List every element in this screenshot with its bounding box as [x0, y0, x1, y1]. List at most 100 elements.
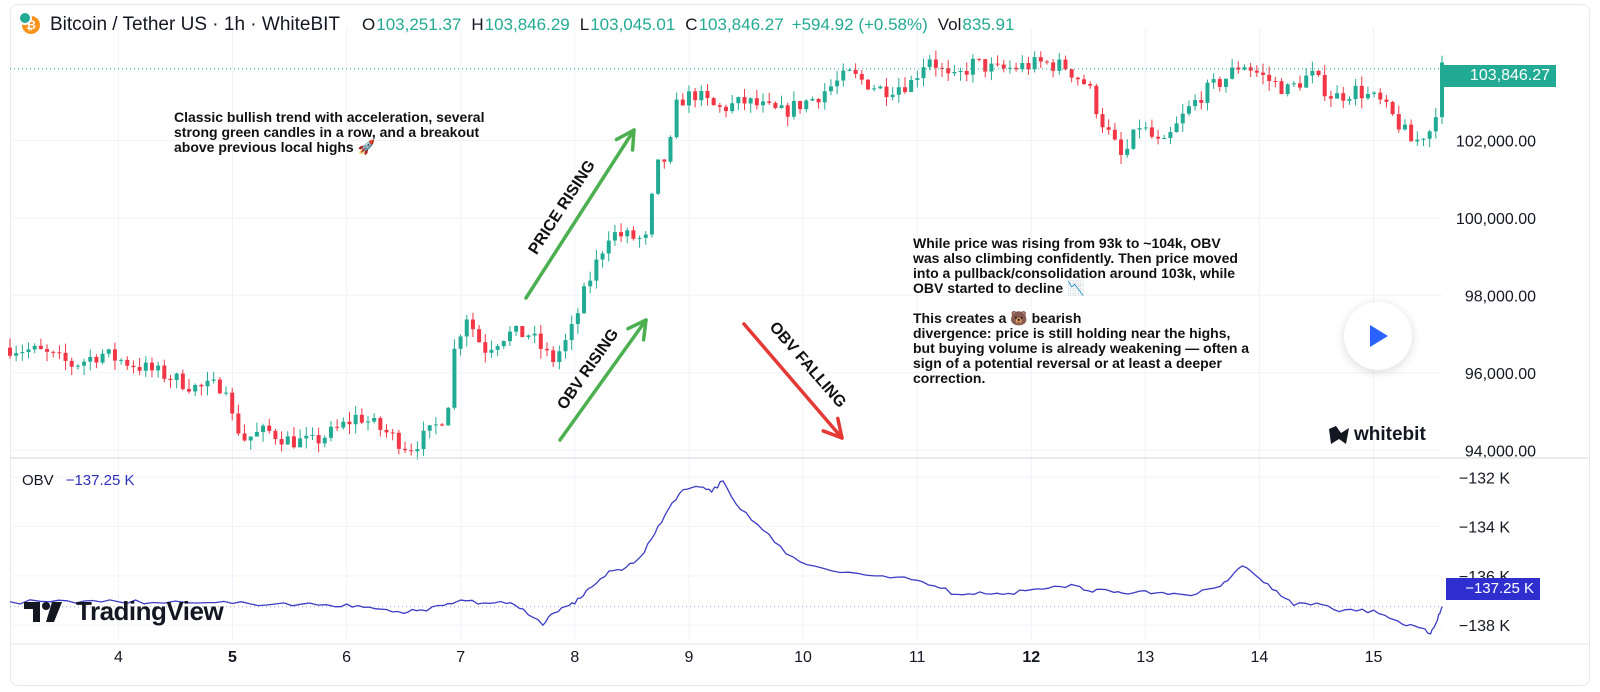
divergence-annotation: While price was rising from 93k to ~104k… — [913, 236, 1249, 386]
candle-body — [520, 326, 525, 338]
candle-body — [137, 367, 142, 371]
candle-body — [612, 232, 617, 241]
candle-body — [1267, 74, 1272, 82]
candle-body — [1335, 93, 1340, 99]
candle-body — [1254, 70, 1259, 73]
bullish-line: strong green candles in a row, and a bre… — [174, 124, 480, 140]
symbol-title[interactable]: Bitcoin / Tether US · 1h · WhiteBIT — [50, 14, 341, 35]
candle-body — [217, 379, 222, 394]
candle-body — [1131, 129, 1136, 149]
candle-body — [298, 438, 303, 448]
candle-body — [656, 159, 661, 194]
candle-body — [668, 137, 673, 162]
candle-body — [322, 437, 327, 444]
candle-body — [674, 99, 679, 138]
candle-body — [446, 407, 451, 426]
obv-legend-label: OBV — [22, 472, 54, 489]
candle-body — [143, 362, 148, 371]
candle-body — [538, 333, 543, 349]
candle-body — [921, 67, 926, 79]
price-rising-arrow — [524, 128, 636, 300]
candle-body — [464, 319, 469, 337]
candle-body — [94, 356, 99, 363]
candle-body — [847, 69, 852, 71]
candle-body — [1180, 113, 1185, 124]
vol-value: 835.91 — [962, 15, 1015, 34]
obv-rising-arrow — [558, 318, 648, 442]
candle-body — [279, 439, 284, 445]
candle-body — [625, 230, 630, 237]
candle-body — [1162, 138, 1167, 140]
candle-body — [705, 90, 710, 99]
candle-body — [125, 359, 130, 366]
candle-body — [57, 352, 62, 354]
obv-tick-label: −132 K — [1459, 470, 1510, 487]
candle-body — [730, 103, 735, 112]
candle-body — [187, 389, 191, 392]
candle-body — [724, 106, 728, 112]
candle-body — [835, 80, 840, 87]
candle-body — [1242, 67, 1247, 70]
candle-body — [1112, 129, 1117, 140]
candle-body — [353, 414, 358, 425]
candle-body — [38, 345, 43, 350]
obv-falling-arrow-shaft — [742, 322, 844, 440]
candle-body — [649, 193, 654, 235]
close-label: C — [685, 15, 698, 34]
candle-body — [606, 240, 611, 254]
candle-body — [248, 436, 253, 441]
obv-rising-arrow-head — [626, 318, 648, 342]
bitcoin-icon: ₿ — [18, 11, 40, 34]
candle-body — [224, 392, 229, 394]
candle-body — [1223, 78, 1228, 87]
candle-body — [372, 418, 377, 422]
candle-body — [1014, 67, 1019, 70]
candle-body — [1156, 136, 1161, 139]
candle-body — [409, 450, 414, 452]
candle-body — [717, 105, 722, 107]
candle-body — [421, 430, 426, 450]
candle-body — [761, 101, 766, 106]
candle-body — [915, 78, 920, 80]
candle-body — [1415, 139, 1420, 142]
candle-body — [1088, 84, 1093, 86]
candle-body — [1316, 70, 1321, 76]
candle-body — [1230, 67, 1235, 79]
axes: 4 5 6 7 8 9 10 11 12 13 14 15 94,000.00 96,000.00 98,0… — [10, 133, 1588, 666]
x-tick-label: 5 — [228, 649, 237, 666]
candle-body — [1396, 114, 1401, 130]
candle-body — [1365, 93, 1370, 99]
candle-body — [285, 436, 290, 445]
candle-body — [100, 353, 105, 363]
candle-body — [588, 280, 593, 287]
candle-body — [1372, 92, 1377, 94]
candle-body — [1353, 85, 1358, 100]
candle-body — [767, 101, 772, 103]
x-tick-label: 11 — [909, 649, 926, 666]
candle-body — [619, 232, 624, 237]
candle-body — [680, 99, 685, 106]
candle-body — [791, 101, 796, 117]
candle-body — [711, 98, 716, 106]
whitebit-logo-text: whitebit — [1354, 424, 1426, 445]
candle-body — [14, 353, 19, 356]
candle-body — [390, 432, 395, 434]
candle-body — [686, 91, 691, 106]
candle-body — [1402, 124, 1407, 130]
candle-body — [1149, 127, 1154, 137]
candle-body — [896, 87, 901, 95]
candle-body — [903, 87, 907, 92]
play-button[interactable] — [1344, 302, 1412, 370]
whitebit-icon — [1329, 426, 1349, 444]
candle-body — [798, 101, 803, 110]
candle-body — [119, 359, 124, 361]
obv-legend[interactable]: OBV −137.25 K — [22, 472, 135, 489]
divergence-line: but buying volume is already weakening —… — [913, 340, 1250, 356]
candle-body — [754, 98, 759, 106]
candle-body — [828, 86, 833, 92]
candle-body — [563, 340, 568, 352]
candle-body — [378, 418, 383, 430]
candle-body — [884, 86, 889, 98]
candle-body — [779, 105, 784, 109]
